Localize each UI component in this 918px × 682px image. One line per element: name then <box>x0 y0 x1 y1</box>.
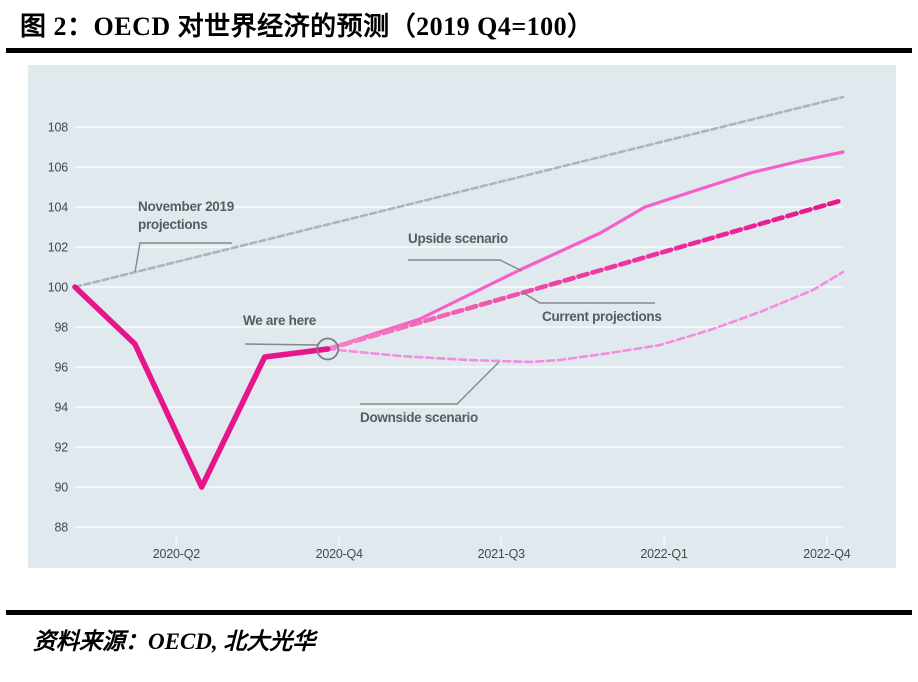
source-note: 资料来源：OECD, 北大光华 <box>33 629 316 654</box>
downside-label: Downside scenario <box>360 410 478 425</box>
footer-divider <box>6 610 912 615</box>
we-are-here-label-callout <box>244 343 320 346</box>
november-label-callout <box>134 242 232 273</box>
downside-label-callout <box>360 361 500 405</box>
current-label: Current projections <box>542 309 662 324</box>
y-axis-label: 106 <box>48 161 69 175</box>
november-label: November 2019 <box>138 199 234 214</box>
y-axis-label: 94 <box>54 401 68 415</box>
y-axis-label: 108 <box>48 121 69 135</box>
x-axis-label: 2022-Q1 <box>640 547 687 561</box>
we-are-here-marker <box>316 337 340 361</box>
title-divider <box>6 48 912 53</box>
series-historical <box>72 284 331 490</box>
we-are-here-label: We are here <box>243 313 317 328</box>
current-label-callout <box>521 291 655 304</box>
y-axis-label: 90 <box>54 481 68 495</box>
series-november-2019-projections <box>73 95 845 289</box>
november-label: projections <box>138 217 207 232</box>
y-axis-label: 88 <box>54 521 68 535</box>
y-axis-label: 96 <box>54 361 68 375</box>
series-downside-scenario <box>326 270 845 364</box>
figure-title: 图 2：OECD 对世界经济的预测（2019 Q4=100） <box>20 12 594 41</box>
series-current-projections <box>325 197 846 352</box>
x-axis-label: 2020-Q4 <box>316 547 363 561</box>
projection-chart: November 2019 projections We are here Upsid… <box>28 65 896 568</box>
y-axis-label: 92 <box>54 441 68 455</box>
y-axis-label: 100 <box>48 281 69 295</box>
chart-panel-background <box>28 65 896 568</box>
series-upside-scenario <box>326 150 845 351</box>
upside-label: Upside scenario <box>408 231 508 246</box>
upside-label-callout <box>408 259 523 272</box>
x-axis-label: 2022-Q4 <box>803 547 850 561</box>
y-axis-label: 102 <box>48 241 69 255</box>
projection-chart-container: November 2019 projections We are here Upsid… <box>28 65 896 568</box>
x-axis-label: 2020-Q2 <box>153 547 200 561</box>
y-axis-label: 98 <box>54 321 68 335</box>
x-axis-label: 2021-Q3 <box>478 547 525 561</box>
y-axis-label: 104 <box>48 201 69 215</box>
